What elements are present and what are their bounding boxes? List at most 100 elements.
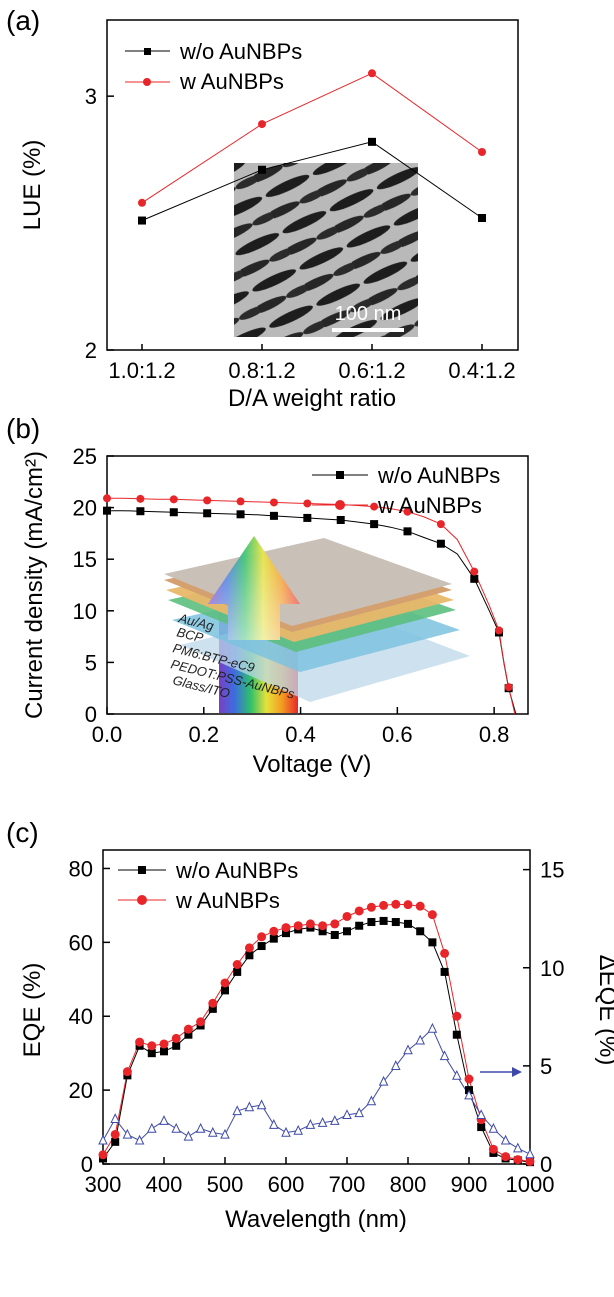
data-point [293, 921, 303, 931]
device-stack-inset: Au/Ag BCP PM6:BTP-eC9 PEDOT:PSS-AuNBPs G… [164, 536, 470, 713]
x-tick-label: 800 [390, 1172, 427, 1197]
data-point [183, 1024, 193, 1034]
x-tick-label: 0.0 [92, 722, 123, 747]
y2-tick-label: 5 [540, 1054, 552, 1079]
data-point [110, 1113, 121, 1123]
data-point [110, 1129, 120, 1139]
y-axis-label: LUE (%) [19, 140, 46, 231]
data-point [244, 1101, 255, 1112]
legend-marker-wo [138, 866, 146, 874]
x-tick-label: 900 [451, 1172, 488, 1197]
data-point [195, 1122, 206, 1133]
legend-marker-w [137, 895, 147, 905]
x-tick-label: 700 [329, 1172, 366, 1197]
data-point [233, 967, 242, 976]
data-point [379, 916, 388, 925]
y-tick-label: 25 [73, 444, 97, 469]
x-tick-label: 0.4:1.2 [448, 358, 515, 383]
data-point [269, 511, 278, 520]
data-point [256, 1099, 267, 1110]
tem-inset-image: 100 nm [234, 163, 418, 337]
data-point [122, 1128, 133, 1139]
data-point [488, 1122, 499, 1133]
data-point [257, 942, 266, 951]
axis-ticks: 1.0:1.2 0.8:1.2 0.6:1.2 0.4:1.2 2 3 [85, 84, 516, 383]
data-point [122, 1067, 132, 1077]
data-point [404, 919, 412, 928]
data-point [464, 1089, 474, 1100]
data-point [135, 1037, 145, 1047]
data-point [367, 918, 376, 927]
scale-bar-label: 100 nm [335, 303, 402, 325]
data-point [403, 507, 412, 516]
data-point [403, 527, 412, 536]
data-point [208, 1004, 217, 1013]
data-point [403, 900, 413, 910]
y-tick-label: 5 [85, 650, 97, 675]
panel-label-b: (b) [6, 413, 40, 444]
series-line-0 [141, 141, 483, 221]
data-point [220, 978, 230, 988]
data-point [257, 932, 267, 942]
y2-tick-label: 15 [540, 858, 564, 883]
legend: w/o AuNBPs w AuNBPs [118, 858, 298, 913]
data-point [452, 1011, 462, 1021]
data-point [370, 520, 379, 529]
data-point [303, 499, 312, 508]
x-tick-label: 0.8:1.2 [228, 358, 295, 383]
y-tick-label: 10 [73, 599, 97, 624]
legend: w/o AuNBPs w AuNBPs [312, 463, 500, 518]
data-point [203, 496, 212, 505]
y-tick-label: 20 [73, 496, 97, 521]
series-line-0 [107, 510, 517, 715]
series-line-1 [107, 497, 516, 715]
y-axis-label: Current density (mA/cm²) [21, 451, 48, 719]
y2-axis-label: ΔEQE (%) [594, 955, 614, 1066]
data-point [403, 1044, 413, 1055]
data-point [232, 1105, 243, 1116]
data-point [440, 948, 450, 958]
data-point [269, 498, 278, 507]
data-point [169, 495, 178, 504]
legend-label-wo: w/o AuNBPs [179, 39, 302, 64]
layer-top-face [164, 538, 452, 626]
data-point [370, 502, 379, 511]
data-point [464, 1074, 474, 1084]
data-point [488, 1144, 498, 1154]
data-point [220, 1128, 230, 1139]
legend-label-w: w AuNBPs [175, 888, 280, 913]
legend-label-wo: w/o AuNBPs [377, 463, 500, 488]
data-point [293, 1124, 304, 1135]
data-point [476, 1109, 487, 1120]
x-tick-label: 0.6 [382, 722, 413, 747]
data-point [415, 901, 425, 911]
data-point [245, 951, 254, 960]
x-tick-label: 0.6:1.2 [338, 358, 405, 383]
data-point [440, 967, 449, 976]
legend-label-w: w AuNBPs [179, 69, 284, 94]
data-point [501, 1152, 511, 1162]
data-point [318, 921, 328, 931]
data-point [366, 1095, 377, 1106]
legend-marker-w [143, 78, 151, 86]
y-tick-label: 2 [85, 338, 97, 363]
data-point [416, 927, 425, 936]
data-point [470, 567, 479, 576]
data-point [336, 515, 345, 524]
data-point [342, 1109, 352, 1120]
data-point [269, 926, 279, 936]
x-tick-label: 1.0:1.2 [108, 358, 175, 383]
data-point [147, 1049, 156, 1058]
legend: w/o AuNBPs w AuNBPs [125, 39, 302, 94]
x-tick-label: 0.8 [479, 722, 510, 747]
data-point [171, 1122, 182, 1133]
data-point [525, 1148, 535, 1159]
panel-c-chart: 300 400 500 600 700 800 900 1000020406080051015… [19, 849, 614, 1233]
layer-label-bcp: BCP [175, 624, 205, 645]
data-point [428, 938, 437, 947]
axis-ticks: 0.0 0.2 0.4 0.6 0.8 0 5 10 15 20 25 [73, 444, 510, 747]
delta-eqe-arrow [480, 1067, 522, 1077]
data-point [436, 520, 445, 529]
y-tick-label: 20 [69, 1078, 93, 1103]
data-point [282, 929, 290, 938]
